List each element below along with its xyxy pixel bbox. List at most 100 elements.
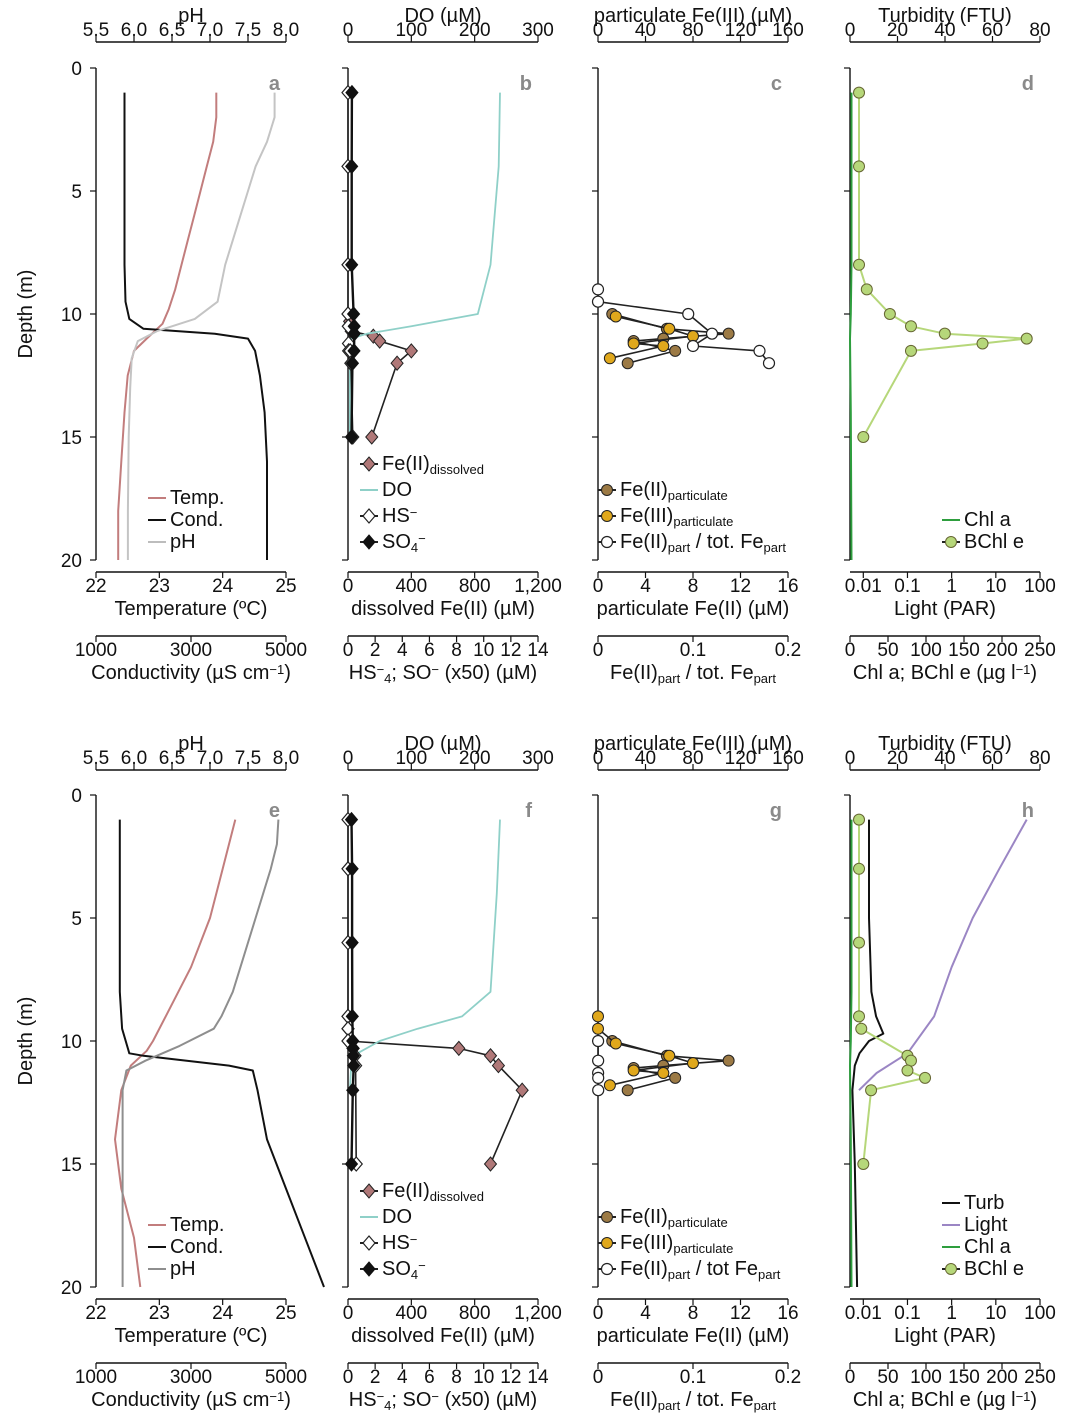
- tick-label: 1000: [75, 1367, 117, 1388]
- legend-label: Fe(II)particulate: [620, 479, 728, 503]
- tick-label: 10: [985, 1303, 1006, 1324]
- bottom-axis-c-0: 0 4 8 12 16: [593, 571, 799, 597]
- data-point: [452, 1040, 466, 1057]
- label-part: −: [377, 662, 385, 677]
- data-point: [346, 1082, 360, 1098]
- label-part: (x50) (µM): [439, 1389, 537, 1411]
- label-part: Light (PAR): [894, 598, 996, 620]
- tick-label: 0: [593, 1303, 604, 1324]
- bottom-axis-b-0: 0 400 800 1,200: [343, 571, 562, 597]
- legend-label: Fe(III)particulate: [620, 1232, 733, 1256]
- data-point: [938, 327, 951, 340]
- data-point: [857, 1158, 870, 1170]
- data-point: [853, 1010, 866, 1023]
- tick-label: 23: [149, 1303, 170, 1324]
- series-line: [117, 92, 218, 560]
- label-part: −1: [269, 1389, 284, 1404]
- top-axis-d: 0 20 40 60 80: [845, 20, 1051, 43]
- bottom-axis-label: dissolved Fe(II) (µM): [351, 598, 535, 620]
- data-point: [483, 1047, 498, 1064]
- tick-label: 10: [473, 640, 494, 661]
- bottom-axis-h-1: 0 50 100 150 200 250: [845, 1362, 1056, 1388]
- label-part: Fe(II): [620, 479, 668, 501]
- label-part: −: [410, 505, 418, 520]
- label-part: Light (PAR): [894, 1325, 996, 1347]
- tick-label: 0.1: [894, 1303, 920, 1324]
- label-part: part: [754, 671, 777, 686]
- tick-label: 12: [500, 640, 521, 661]
- series-line: [126, 92, 276, 560]
- tick-label: 22: [85, 576, 106, 597]
- tick-label: 0: [593, 20, 604, 41]
- label-part: Fe(III): [620, 1232, 673, 1254]
- tick-label: 50: [877, 640, 898, 661]
- panel-h: Turbidity (FTU) Light (PAR) Chl a; BChl e …: [844, 733, 1037, 1411]
- data-point: [347, 325, 361, 342]
- label-part: dissolved Fe(II) (µM): [351, 598, 535, 620]
- label-part: HS: [382, 505, 410, 527]
- data-point: [657, 1066, 670, 1079]
- series-group-g: [592, 1010, 735, 1097]
- label-part: / tot. Fe: [690, 531, 763, 553]
- series-line: [118, 819, 325, 1288]
- data-point: [945, 536, 957, 548]
- legend-c: Fe(II)particulateFe(III)particulateFe(II…: [598, 479, 786, 555]
- tick-label: 7.0: [197, 20, 223, 41]
- data-point: [663, 1049, 676, 1062]
- data-point: [621, 1084, 634, 1097]
- series-line: [597, 289, 770, 364]
- panel-letter: c: [771, 73, 782, 95]
- label-part: / tot Fe: [690, 1258, 758, 1280]
- series-group-e: [114, 819, 325, 1288]
- tick-label: 100: [1024, 576, 1056, 597]
- data-point: [657, 339, 670, 352]
- tick-label: 2: [370, 640, 381, 661]
- label-part: pH: [170, 531, 196, 553]
- data-point: [592, 1034, 605, 1048]
- legend-label: Fe(II)particulate: [620, 1206, 728, 1230]
- tick-label: 24: [212, 576, 234, 597]
- data-point: [853, 160, 866, 173]
- data-point: [669, 1071, 682, 1084]
- data-point: [483, 1156, 498, 1172]
- tick-label: 160: [772, 20, 804, 41]
- data-point: [621, 357, 634, 370]
- legend-label: HS−: [382, 505, 417, 527]
- data-point: [627, 337, 640, 350]
- label-part: particulate: [668, 488, 728, 503]
- bottom-axis-e-0: 22 23 24 25: [85, 1298, 297, 1324]
- tick-label: 40: [635, 20, 656, 41]
- series-line: [347, 1016, 523, 1165]
- label-part: ): [284, 1389, 291, 1411]
- label-part: −: [410, 1232, 418, 1247]
- legend-label: Fe(II)dissolved: [382, 1180, 484, 1204]
- data-point: [345, 934, 359, 951]
- legend-label: DO: [382, 479, 412, 501]
- tick-label: 0.01: [845, 1303, 882, 1324]
- bottom-axis-a-0: 22 23 24 25: [85, 571, 297, 597]
- data-point: [762, 357, 776, 370]
- tick-label: 100: [395, 748, 427, 769]
- top-axis-e: 5.5 6.0 6.5 7.0 7.5 8.0: [83, 748, 299, 771]
- label-part: particulate: [673, 514, 733, 529]
- bottom-axis-g-1: 0 0.1 0.2: [593, 1362, 801, 1388]
- tick-label: 12: [730, 1303, 751, 1324]
- depth-tick-label: 20: [61, 551, 82, 572]
- data-point: [345, 355, 360, 371]
- label-part: Fe(III): [620, 505, 673, 527]
- label-part: −: [418, 1258, 426, 1273]
- label-part: dissolved: [430, 1189, 484, 1204]
- data-point: [601, 1211, 613, 1223]
- tick-label: 6: [424, 640, 435, 661]
- series-line: [349, 92, 501, 437]
- label-part: Fe(II): [610, 1389, 658, 1411]
- legend-label: SO4−: [382, 531, 426, 555]
- bottom-axis-label: Conductivity (µS cm−1): [91, 662, 291, 684]
- tick-label: 800: [459, 1303, 491, 1324]
- label-part: Conductivity (µS cm: [91, 1389, 269, 1411]
- label-part: Fe(II): [620, 1258, 668, 1280]
- tick-label: 400: [395, 576, 427, 597]
- series-line: [858, 819, 1028, 1091]
- tick-label: 200: [459, 20, 491, 41]
